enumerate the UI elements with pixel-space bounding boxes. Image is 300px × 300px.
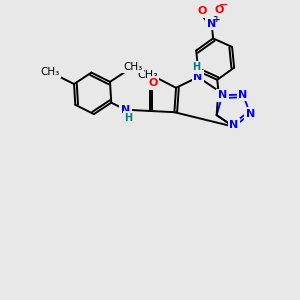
- Text: H: H: [192, 62, 200, 72]
- Text: CH₃: CH₃: [123, 62, 142, 72]
- Text: N: N: [207, 19, 216, 29]
- Text: N: N: [218, 90, 227, 100]
- Text: N: N: [245, 109, 255, 119]
- Text: N: N: [194, 72, 203, 82]
- Text: N: N: [238, 89, 248, 100]
- Text: O: O: [197, 6, 206, 16]
- Text: N: N: [229, 120, 239, 130]
- Text: +: +: [213, 15, 220, 24]
- Text: N: N: [229, 122, 239, 132]
- Text: N: N: [121, 105, 130, 115]
- Text: O: O: [214, 4, 224, 14]
- Text: −: −: [219, 0, 228, 10]
- Text: O: O: [148, 78, 158, 88]
- Text: H: H: [124, 112, 133, 123]
- Text: CH₃: CH₃: [137, 70, 158, 80]
- Text: CH₃: CH₃: [40, 67, 59, 77]
